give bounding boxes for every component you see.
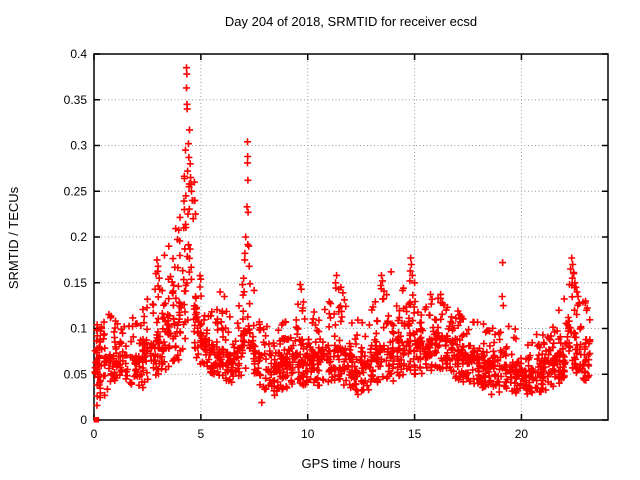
y-tick-label: 0.1 xyxy=(70,322,87,336)
y-tick-label: 0.05 xyxy=(64,367,88,381)
y-tick-label: 0.35 xyxy=(64,93,88,107)
chart-title: Day 204 of 2018, SRMTID for receiver ecs… xyxy=(224,14,478,29)
y-tick-label: 0.4 xyxy=(70,47,87,61)
x-tick-label: 20 xyxy=(515,427,529,441)
y-tick-label: 0.2 xyxy=(70,230,87,244)
x-tick-label: 5 xyxy=(198,427,205,441)
y-axis-label: SRMTID / TECUs xyxy=(6,186,21,290)
x-axis-label: GPS time / hours xyxy=(301,456,401,471)
origin-marker xyxy=(93,417,100,423)
scatter-points xyxy=(91,64,594,409)
y-tick-label: 0.15 xyxy=(64,276,88,290)
x-tick-label: 15 xyxy=(408,427,422,441)
x-tick-label: 10 xyxy=(301,427,315,441)
y-tick-label: 0.25 xyxy=(64,184,88,198)
plot-border xyxy=(93,53,609,421)
y-tick-label: 0.3 xyxy=(70,139,87,153)
y-tick-label: 0 xyxy=(80,413,87,427)
x-tick-label: 0 xyxy=(91,427,98,441)
